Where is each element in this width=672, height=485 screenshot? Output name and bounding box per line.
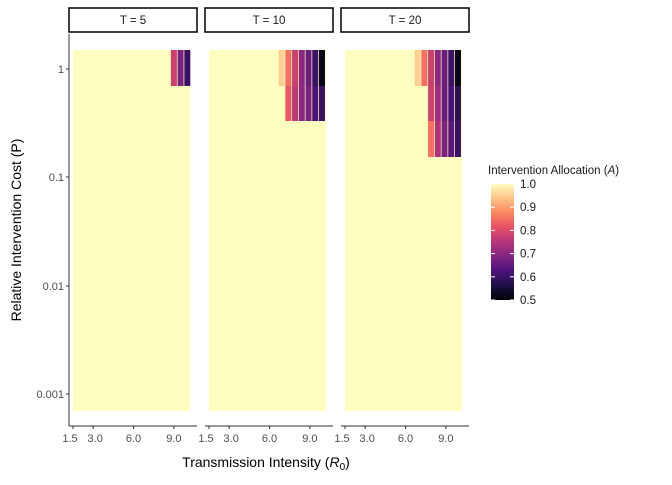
panels-layer: T = 5 T = 10 T = 20	[68, 7, 470, 411]
y-tick-label: 0.001	[36, 389, 64, 401]
legend-title-close-paren: )	[615, 165, 619, 177]
y-tick-label: 0.01	[43, 281, 64, 293]
x-axis-title-symbol: R	[329, 454, 339, 470]
facet-strip	[340, 7, 470, 33]
heatmap-cell	[441, 86, 448, 121]
x-tick-label: 1.5	[198, 433, 213, 445]
heatmap-cell	[434, 121, 441, 157]
heatmap-cell	[448, 121, 455, 157]
legend: 1.0 0.9 0.8 0.7 0.6 0.5	[491, 179, 536, 307]
heatmap-cell	[312, 86, 319, 121]
heatmap-cell	[312, 50, 319, 86]
y-tick-label: 1	[58, 64, 64, 76]
heatmap-cell	[292, 50, 299, 86]
x-axis-title: Transmission Intensity (R0)	[182, 454, 350, 473]
y-axis: 1 0.1 0.01 0.001	[36, 34, 70, 426]
legend-tick-label: 0.5	[520, 295, 536, 307]
heatmap-cell	[305, 86, 312, 121]
facet-panel-1: T = 5	[68, 7, 198, 411]
y-tick-label: 0.1	[49, 172, 64, 184]
heatmap-cell	[318, 86, 325, 121]
heatmap-cell	[298, 86, 305, 121]
legend-title: Intervention Allocation (A)	[488, 165, 619, 177]
heatmap-cell	[170, 50, 177, 86]
heatmap-cell	[428, 121, 435, 157]
heatmap-cell	[305, 50, 312, 86]
facet-panel-3: T = 20	[340, 7, 470, 411]
heatmap-cell	[441, 50, 448, 86]
x-tick-label: 6.0	[262, 433, 277, 445]
legend-tick-label: 0.9	[520, 202, 536, 214]
legend-tick-label: 0.8	[520, 225, 536, 237]
legend-tick-label: 0.7	[520, 249, 536, 261]
heatmap-cell	[434, 86, 441, 121]
legend-title-text: Intervention Allocation	[488, 165, 601, 177]
heatmap-cell	[448, 86, 455, 121]
x-tick-label: 3.0	[224, 433, 239, 445]
heatmap-cell	[285, 50, 292, 86]
x-axis-title-text: Transmission Intensity	[182, 454, 321, 470]
heatmap-cell	[292, 86, 299, 121]
x-axis: 1.5 3.0 6.0 9.0 1.5 3.0 6.0 9.0 1.5 3.0 6.0 9.0	[62, 425, 469, 445]
heatmap-cell	[285, 86, 292, 121]
x-axis-title-close-paren: )	[345, 454, 350, 470]
heatmap-cell	[434, 50, 441, 86]
legend-tick-label: 1.0	[520, 179, 536, 191]
heatmap-cell	[184, 50, 191, 86]
x-tick-label: 3.0	[360, 433, 375, 445]
heatmap-cell	[428, 86, 435, 121]
x-tick-label: 6.0	[126, 433, 141, 445]
x-tick-label: 3.0	[88, 433, 103, 445]
y-axis-title: Relative Intervention Cost (P)	[8, 139, 24, 322]
x-axis-title-subscript: 0	[340, 462, 346, 473]
x-tick-label: 1.5	[334, 433, 349, 445]
legend-title-open-paren: (	[601, 165, 608, 177]
facet-strip-label: T = 20	[389, 15, 422, 27]
x-tick-label: 9.0	[302, 433, 317, 445]
heatmap-cell	[428, 50, 435, 86]
facet-strip	[204, 7, 334, 33]
heatmap-cell	[298, 50, 305, 86]
x-axis-title-open-paren: (	[321, 454, 330, 470]
heatmap-cell	[414, 50, 421, 86]
x-tick-label: 6.0	[398, 433, 413, 445]
heatmap-base-tile	[73, 50, 190, 411]
heatmap-cell	[454, 50, 461, 86]
facet-strip-label: T = 5	[120, 15, 146, 27]
heatmap-cell	[454, 121, 461, 157]
heatmap-cell	[177, 50, 184, 86]
heatmap-cell	[318, 50, 325, 86]
legend-colorbar	[491, 184, 514, 300]
legend-tick-label: 0.6	[520, 272, 536, 284]
facet-strip-label: T = 10	[253, 15, 286, 27]
heatmap-cell	[441, 121, 448, 157]
x-tick-label: 1.5	[62, 433, 77, 445]
facet-strip	[68, 7, 198, 33]
legend-title-symbol: A	[607, 165, 616, 177]
heatmap-cell	[448, 50, 455, 86]
facet-panel-2: T = 10	[204, 7, 334, 411]
x-tick-label: 9.0	[438, 433, 453, 445]
x-tick-label: 9.0	[166, 433, 181, 445]
heatmap-cell	[421, 50, 428, 86]
heatmap-cell	[454, 86, 461, 121]
heatmap-cell	[278, 50, 285, 86]
